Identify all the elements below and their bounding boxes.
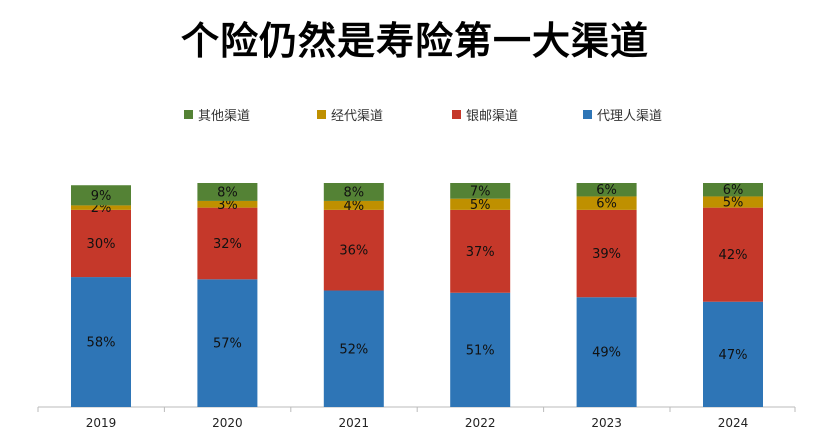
data-label: 32%: [213, 237, 242, 252]
bar-segment: [323, 183, 384, 201]
bar-segment: [323, 209, 384, 291]
bar-segment: [71, 185, 131, 206]
bar-segment: [450, 209, 511, 293]
bar-segment: [323, 200, 384, 210]
bar-segment: [323, 290, 384, 407]
bar-segment: [576, 196, 637, 210]
bar-segment: [71, 209, 131, 278]
bar-segment: [576, 209, 637, 298]
data-label: 39%: [592, 247, 621, 262]
bar-segment: [450, 292, 511, 407]
data-label: 8%: [217, 185, 238, 200]
data-label: 6%: [596, 183, 617, 198]
data-label: 7%: [470, 184, 491, 199]
x-tick-label: 2019: [86, 416, 117, 430]
data-label: 36%: [339, 244, 368, 259]
data-label: 9%: [91, 189, 112, 204]
bar-segment: [197, 183, 258, 201]
x-tick-label: 2020: [212, 416, 243, 430]
legend-label: 代理人渠道: [597, 109, 663, 124]
data-label: 4%: [343, 199, 364, 214]
legend-item: 经代渠道: [317, 105, 383, 124]
bar-segment: [197, 207, 258, 280]
x-tick-label: 2023: [591, 416, 622, 430]
legend-swatch: [317, 110, 326, 119]
data-label: 6%: [596, 197, 617, 212]
legend-label: 其他渠道: [198, 109, 251, 124]
bar-segment: [576, 183, 637, 197]
legend-item: 代理人渠道: [583, 105, 662, 124]
chart-title: 个险仍然是寿险第一大渠道: [180, 19, 649, 63]
bar-segment: [450, 183, 511, 199]
bar-segment: [576, 297, 637, 407]
data-label: 49%: [592, 346, 621, 361]
data-label: 6%: [723, 183, 744, 198]
data-label: 47%: [719, 348, 748, 363]
bar-segment: [450, 198, 511, 210]
bar-segment: [703, 196, 763, 208]
data-label: 57%: [213, 337, 242, 352]
bar-segment: [197, 279, 258, 407]
legend-label: 银邮渠道: [466, 109, 519, 124]
data-label: 51%: [466, 343, 495, 358]
bar-segment: [703, 207, 763, 302]
data-label: 5%: [470, 198, 491, 213]
data-label: 42%: [719, 248, 748, 263]
x-tick-label: 2021: [339, 416, 370, 430]
legend-label: 经代渠道: [331, 109, 384, 124]
legend-swatch: [184, 110, 193, 119]
data-label: 30%: [87, 237, 116, 252]
x-tick-label: 2024: [718, 416, 749, 430]
data-label: 3%: [217, 198, 238, 213]
legend-swatch: [452, 110, 461, 119]
legend-item: 银邮渠道: [452, 105, 518, 124]
x-tick-label: 2022: [465, 416, 496, 430]
bar-segment: [71, 277, 131, 407]
legend-item: 其他渠道: [184, 105, 250, 124]
bar-segment: [197, 200, 258, 208]
data-label: 58%: [87, 336, 116, 351]
data-label: 5%: [723, 196, 744, 211]
bar-segment: [703, 301, 763, 407]
legend: 其他渠道 经代渠道 银邮渠道 代理人渠道: [0, 105, 830, 125]
data-label: 52%: [339, 342, 368, 357]
bar-segment: [71, 205, 131, 210]
bar-segment: [703, 183, 763, 197]
data-label: 37%: [466, 245, 495, 260]
data-label: 8%: [343, 185, 364, 200]
legend-swatch: [583, 110, 592, 119]
